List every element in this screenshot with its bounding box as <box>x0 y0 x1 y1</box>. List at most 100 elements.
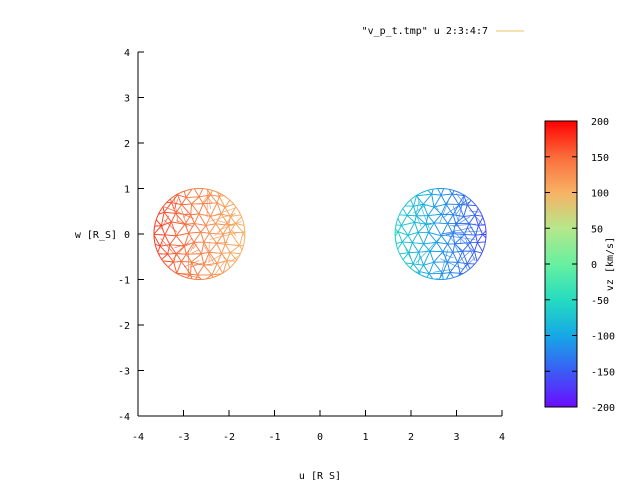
mesh-edge <box>467 227 473 235</box>
outline-segment <box>233 259 238 264</box>
outline-segment <box>477 256 481 261</box>
mesh-edge <box>214 220 231 237</box>
outline-segment <box>236 256 240 261</box>
mesh-triangle <box>153 225 163 236</box>
mesh-triangle <box>190 202 200 216</box>
outline-segment <box>424 189 429 192</box>
mesh-edge <box>456 196 465 227</box>
colorbar-tick-label: 50 <box>591 224 603 235</box>
x-tick-label: 0 <box>317 432 323 443</box>
outline-segment <box>154 245 158 250</box>
mesh-edge <box>183 260 200 268</box>
outline-segment <box>159 256 163 261</box>
mesh-edge <box>176 272 202 279</box>
mesh-triangle <box>459 272 474 280</box>
mesh-edge <box>405 248 412 259</box>
mesh-edge <box>440 258 464 270</box>
mesh-edge <box>217 220 235 227</box>
sphere-left-star <box>153 188 245 280</box>
outline-segment <box>455 274 460 278</box>
outline-segment <box>203 278 208 280</box>
outline-segment <box>481 249 484 254</box>
mesh-triangle <box>429 250 444 263</box>
mesh-triangle <box>408 188 418 197</box>
outline-segment <box>159 207 163 212</box>
y-tick-label: 2 <box>124 139 130 150</box>
mesh-edge <box>455 193 466 206</box>
mesh-triangle <box>226 260 239 276</box>
mesh-triangle <box>168 272 184 280</box>
mesh-edge <box>163 219 178 233</box>
mesh-triangle <box>429 241 444 253</box>
mesh-edge <box>180 208 188 228</box>
outline-segment <box>417 272 422 276</box>
outline-segment <box>156 249 159 254</box>
mesh-triangle <box>417 231 430 245</box>
mesh-triangle <box>180 203 192 216</box>
outline-segment <box>479 211 483 216</box>
outline-segment <box>203 188 208 190</box>
outline-segment <box>187 277 192 280</box>
mesh-triangle <box>216 242 226 255</box>
mesh-edge <box>164 206 194 219</box>
outline-segment <box>448 277 453 280</box>
outline-segment <box>161 259 165 264</box>
outline-segment <box>402 259 407 264</box>
mesh-triangle <box>463 188 477 197</box>
outline-segment <box>183 189 188 192</box>
mesh-triangle <box>452 233 466 245</box>
colorbar: 200 150 100 50 0 -50 -100 -150 -200 vz [km/s] <box>544 117 616 414</box>
mesh-edge <box>174 243 189 249</box>
outline-segment <box>166 198 171 203</box>
mesh-triangle <box>209 213 223 225</box>
outline-segment <box>484 226 487 231</box>
outline-segment <box>481 214 484 219</box>
mesh-edge <box>443 213 449 218</box>
mesh-triangle <box>202 194 218 205</box>
outline-segment <box>173 270 177 274</box>
legend: "v_p_t.tmp" u 2:3:4:7 <box>362 26 524 37</box>
mesh-triangle <box>434 188 447 197</box>
x-axis-label: u [R_S] <box>299 471 341 480</box>
mesh-triangle <box>211 262 224 276</box>
mesh-edge <box>464 204 467 206</box>
mesh-triangle <box>422 241 438 252</box>
x-ticks: -4 -3 -2 -1 0 1 2 3 4 <box>132 410 505 443</box>
outline-segment <box>411 268 415 272</box>
mesh-triangle <box>401 234 414 244</box>
mesh-edge <box>231 229 237 237</box>
mesh-triangle <box>208 242 223 254</box>
mesh-edge <box>475 216 484 227</box>
outline-segment <box>482 245 486 250</box>
mesh-edge <box>213 207 236 216</box>
outline-segment <box>214 190 219 194</box>
mesh-edge <box>416 216 422 227</box>
mesh-edge <box>432 204 439 211</box>
mesh-triangle <box>433 222 449 237</box>
sphere-outline-right-star <box>394 188 487 280</box>
colorbar-tick-label: -50 <box>591 296 609 307</box>
mesh-triangle <box>163 270 178 280</box>
outline-segment <box>164 262 168 267</box>
mesh-triangle <box>173 188 184 196</box>
outline-segment <box>231 262 235 267</box>
mesh-edge <box>454 245 468 270</box>
outline-segment <box>394 226 397 231</box>
outline-segment <box>161 204 165 209</box>
mesh-triangle <box>476 241 487 255</box>
outline-segment <box>173 194 177 198</box>
outline-segment <box>398 252 402 257</box>
outline-segment <box>238 211 242 216</box>
sphere-right-star <box>395 188 487 280</box>
outline-segment <box>463 270 467 274</box>
outline-segment <box>169 196 174 200</box>
outline-segment <box>444 188 449 190</box>
outline-segment <box>233 204 238 209</box>
mesh-edge <box>229 256 239 263</box>
mesh-edge <box>439 249 449 279</box>
outline-segment <box>469 265 474 270</box>
y-axis-label: w [R_S] <box>75 230 117 241</box>
outline-segment <box>395 241 398 246</box>
mesh-triangle <box>478 203 487 218</box>
mesh-edge <box>192 244 198 250</box>
